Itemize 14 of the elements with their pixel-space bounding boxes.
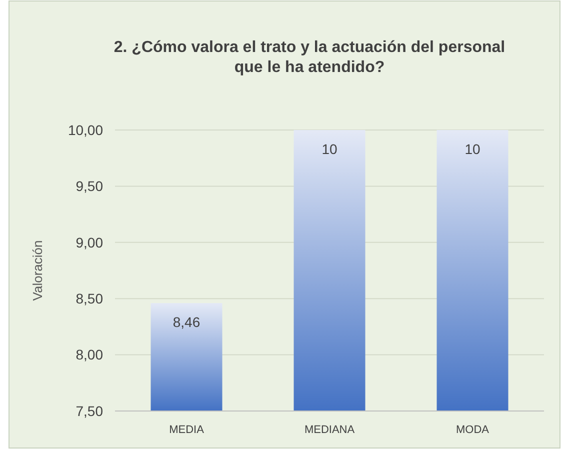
y-tick-label: 7,50 [76, 402, 104, 419]
x-tick-label: MEDIA [169, 424, 205, 436]
data-label: 8,46 [172, 314, 200, 330]
y-tick-label: 9,50 [76, 178, 104, 194]
y-tick-label: 10,00 [68, 122, 104, 138]
y-tick-label: 8,00 [76, 346, 104, 363]
x-tick-label: MEDIANA [304, 424, 356, 436]
data-label: 10 [464, 141, 480, 157]
data-label: 10 [322, 141, 338, 157]
y-tick-label: 9,00 [76, 234, 104, 250]
y-axis-title: Valoración [30, 240, 45, 301]
x-tick-label: MODA [456, 424, 490, 436]
y-tick-label: 8,50 [76, 290, 104, 306]
chart-title: 2. ¿Cómo valora el trato y la actuación del personal que le ha atendido? [114, 39, 506, 76]
